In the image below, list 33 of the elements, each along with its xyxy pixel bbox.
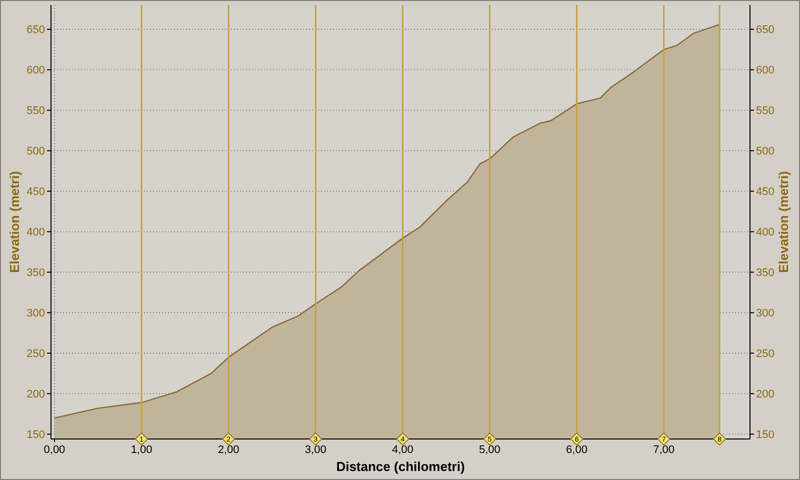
x-axis-title: Distance (chilometri) [336, 459, 465, 474]
x-tick-label: 0,00 [44, 444, 66, 456]
y-tick-label: 150 [26, 428, 45, 441]
y2-tick-label: 350 [756, 267, 774, 280]
y2-tick-label: 250 [756, 348, 774, 360]
y2-tick-label: 550 [756, 105, 774, 118]
y-tick-label: 550 [26, 105, 45, 118]
x-tick-label: 3,00 [304, 444, 326, 456]
y-tick-label: 400 [26, 226, 45, 239]
y-tick-label: 250 [26, 348, 45, 360]
x-tick-label: 2,00 [218, 444, 240, 456]
y-axis-title: Elevation (metri) [7, 171, 22, 273]
y2-tick-label: 400 [756, 226, 774, 239]
y-tick-label: 450 [26, 186, 45, 198]
y2-tick-label: 200 [756, 388, 774, 401]
y-tick-label: 350 [26, 267, 45, 280]
y2-tick-label: 500 [756, 146, 774, 158]
y2-tick-label: 650 [756, 24, 774, 36]
y-tick-label: 600 [26, 64, 45, 77]
y2-tick-label: 300 [756, 308, 774, 320]
y-tick-label: 200 [26, 388, 45, 401]
y-tick-label: 650 [26, 24, 45, 36]
x-tick-label: 6,00 [566, 444, 588, 456]
x-tick-label: 5,00 [479, 444, 500, 456]
x-tick-label: 7,00 [653, 444, 675, 456]
y-tick-label: 300 [26, 308, 45, 320]
y2-tick-label: 600 [756, 64, 774, 77]
x-tick-label: 4,00 [392, 444, 414, 456]
y2-tick-label: 150 [756, 428, 774, 441]
y-tick-label: 500 [26, 146, 45, 158]
x-tick-label: 1,00 [130, 444, 152, 456]
y2-axis-title: Elevation (metri) [776, 171, 791, 273]
y2-tick-label: 450 [756, 186, 774, 198]
